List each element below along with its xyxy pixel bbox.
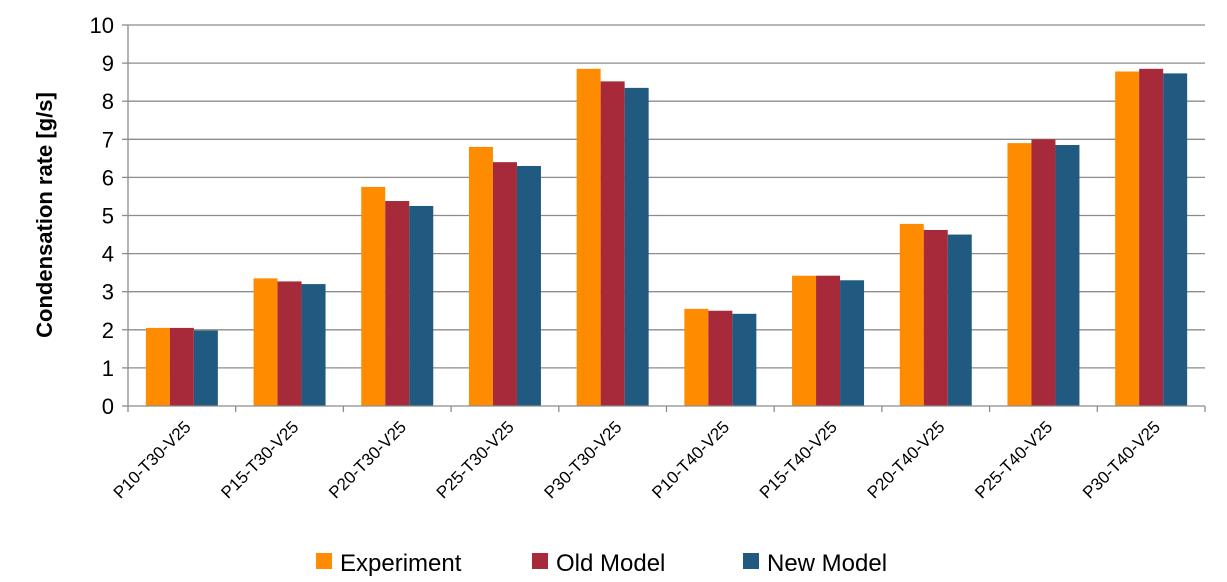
x-tick-label: P15-T40-V25: [756, 417, 841, 502]
bar-new-model: [1055, 145, 1080, 406]
bar-experiment: [1007, 143, 1032, 407]
bar-experiment: [576, 68, 601, 406]
axes: [127, 25, 1206, 412]
bar-old-model: [385, 201, 410, 406]
bar-experiment: [1115, 71, 1140, 407]
y-tick-label: 7: [102, 127, 114, 152]
bar-old-model: [600, 81, 625, 406]
bar-old-model: [277, 281, 302, 406]
y-axis-title: Condensation rate [g/s]: [32, 92, 57, 338]
bar-experiment: [145, 327, 170, 406]
legend-label: Old Model: [556, 550, 665, 577]
x-tick-label: P20-T40-V25: [864, 417, 949, 502]
x-tick-label: P10-T30-V25: [110, 417, 195, 502]
bar-new-model: [409, 205, 434, 406]
bar-experiment: [361, 186, 386, 406]
bar-experiment: [684, 308, 709, 406]
y-tick-label: 5: [102, 204, 114, 229]
y-tick-label: 10: [90, 13, 114, 38]
bar-experiment: [899, 223, 924, 406]
bar-new-model: [301, 284, 326, 406]
bars: [145, 68, 1188, 407]
bar-old-model: [169, 327, 194, 406]
bar-old-model: [923, 229, 948, 406]
x-tick-labels: P10-T30-V25 P15-T30-V25 P20-T30-V25 P25-T30…: [110, 417, 1164, 502]
legend: Experiment Old Model New Model: [316, 550, 887, 577]
bar-old-model: [816, 275, 841, 406]
x-tick-label: P25-T30-V25: [433, 417, 518, 502]
bar-old-model: [1031, 139, 1056, 407]
y-tick-label: 0: [102, 394, 114, 419]
bar-old-model: [1139, 68, 1164, 406]
bar-experiment: [468, 146, 493, 407]
y-tick-label: 6: [102, 165, 114, 190]
legend-swatch-experiment: [316, 553, 332, 569]
y-tick-label: 3: [102, 280, 114, 305]
x-tick-label: P20-T30-V25: [325, 417, 410, 502]
x-tick-label: P30-T30-V25: [541, 417, 626, 502]
legend-swatch-new-model: [743, 553, 759, 569]
bar-new-model: [840, 280, 865, 406]
y-tick-label: 8: [102, 89, 114, 114]
bar-new-model: [947, 234, 972, 406]
legend-label: Experiment: [340, 550, 462, 577]
bar-new-model: [516, 165, 541, 406]
y-tick-label: 9: [102, 51, 114, 76]
bar-experiment: [253, 278, 278, 406]
bar-new-model: [624, 87, 649, 407]
bar-new-model: [732, 313, 757, 406]
legend-swatch-old-model: [532, 553, 548, 569]
bar-new-model: [1163, 73, 1188, 407]
x-tick-label: P15-T30-V25: [217, 417, 302, 502]
y-tick-labels: 0 1 2 3 4 5 6 7 8 9 10: [90, 13, 114, 419]
bar-old-model: [708, 310, 733, 406]
bar-experiment: [792, 275, 817, 406]
x-tick-label: P10-T40-V25: [648, 417, 733, 502]
bar-new-model: [193, 330, 218, 406]
x-tick-label: P25-T40-V25: [971, 417, 1056, 502]
y-tick-label: 1: [102, 356, 114, 381]
x-tick-label: P30-T40-V25: [1079, 417, 1164, 502]
y-tick-label: 2: [102, 318, 114, 343]
y-tick-label: 4: [102, 242, 114, 267]
legend-label: New Model: [767, 550, 887, 577]
bar-old-model: [492, 162, 517, 406]
